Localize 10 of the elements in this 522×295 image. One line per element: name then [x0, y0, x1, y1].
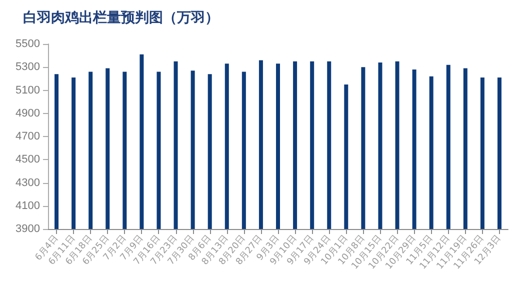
y-tick-label: 5500	[16, 38, 40, 50]
y-tick-label: 5300	[16, 61, 40, 74]
y-tick-label: 5100	[16, 84, 40, 96]
y-tick-label: 4500	[16, 154, 40, 166]
y-tick-label: 4300	[16, 176, 40, 189]
y-tick-label: 3900	[16, 223, 40, 235]
y-tick-label: 4700	[16, 130, 40, 142]
y-tick-label: 4100	[16, 200, 40, 212]
chart-title: 白羽肉鸡出栏量预判图（万羽）	[23, 10, 219, 26]
y-tick-label: 4900	[16, 107, 40, 120]
